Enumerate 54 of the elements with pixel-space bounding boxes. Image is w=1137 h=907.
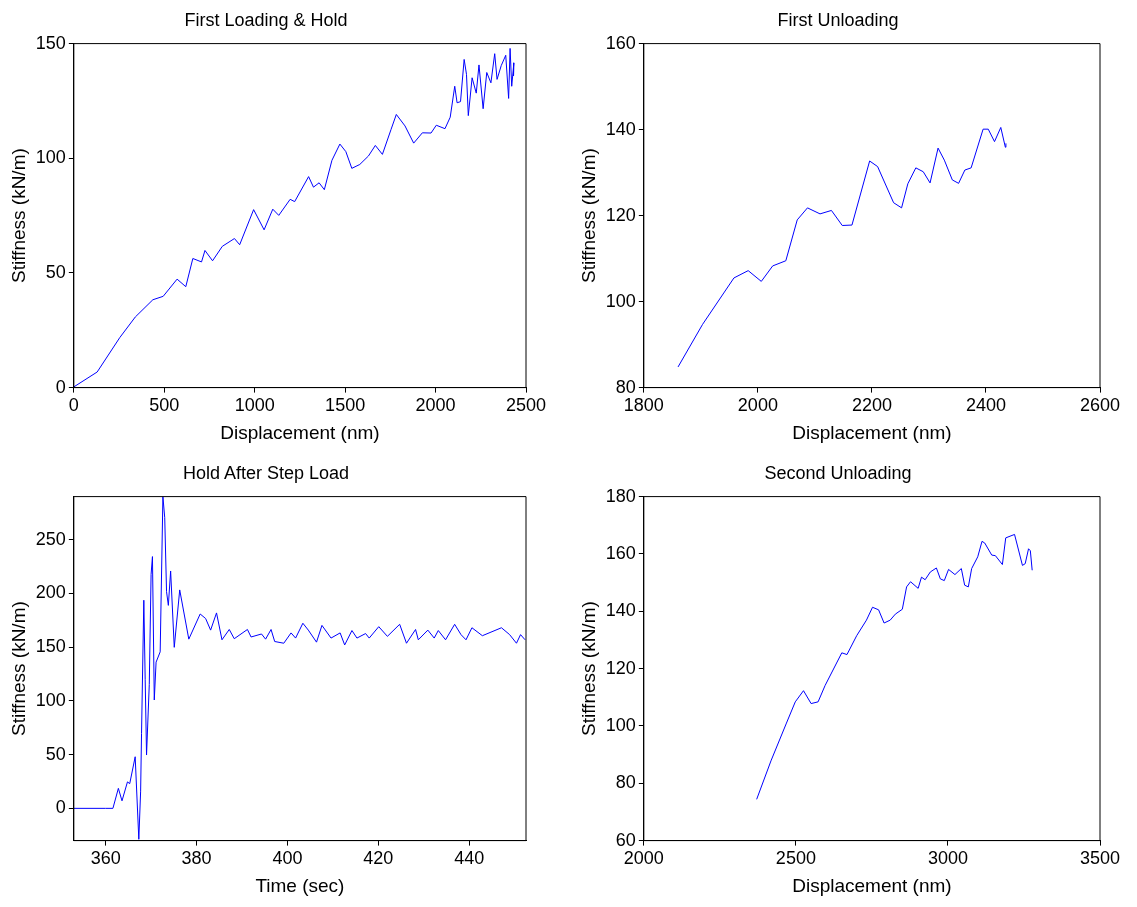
x-axis-title: Displacement (nm) xyxy=(220,421,380,443)
chart-title: First Loading & Hold xyxy=(184,9,348,30)
x-tick-label: 500 xyxy=(149,395,180,416)
y-tick-label: 80 xyxy=(615,772,636,793)
x-tick-label: 1000 xyxy=(234,395,275,416)
y-tick-label: 50 xyxy=(45,743,66,764)
y-tick-label: 140 xyxy=(605,600,636,621)
x-tick-label: 2000 xyxy=(623,848,664,869)
y-axis-title: Stiffness (kN/m) xyxy=(577,148,599,283)
y-tick-label: 150 xyxy=(35,32,66,53)
x-tick-label: 3500 xyxy=(1079,848,1121,869)
y-tick-label: 0 xyxy=(55,797,66,818)
y-tick-label: 100 xyxy=(35,147,66,168)
x-tick-label: 3000 xyxy=(927,848,968,869)
x-tick-label: 1800 xyxy=(623,395,664,416)
y-tick-label: 100 xyxy=(35,689,66,710)
x-tick-label: 440 xyxy=(454,848,485,869)
x-axis-title: Time (sec) xyxy=(255,874,345,896)
x-tick-label: 2000 xyxy=(737,395,778,416)
y-tick-label: 150 xyxy=(35,636,66,657)
y-tick-label: 180 xyxy=(605,485,636,506)
y-tick-label: 0 xyxy=(55,376,66,397)
x-axis-title: Displacement (nm) xyxy=(792,421,952,443)
y-tick-label: 100 xyxy=(605,714,636,735)
x-axis-title: Displacement (nm) xyxy=(792,874,952,896)
y-tick-label: 50 xyxy=(45,261,66,282)
y-tick-label: 60 xyxy=(615,829,636,850)
x-tick-label: 400 xyxy=(272,848,303,869)
x-tick-label: 380 xyxy=(181,848,212,869)
y-tick-label: 120 xyxy=(605,657,636,678)
x-tick-label: 2000 xyxy=(415,395,456,416)
x-tick-label: 420 xyxy=(363,848,394,869)
chart-title: First Unloading xyxy=(777,9,899,30)
y-tick-label: 160 xyxy=(605,542,636,563)
y-axis-title: Stiffness (kN/m) xyxy=(577,601,599,736)
y-tick-label: 200 xyxy=(35,582,66,603)
y-tick-label: 250 xyxy=(35,528,66,549)
y-axis-title: Stiffness (kN/m) xyxy=(7,601,29,736)
y-tick-label: 100 xyxy=(605,290,636,311)
x-tick-label: 2600 xyxy=(1079,395,1121,416)
x-tick-label: 2500 xyxy=(775,848,816,869)
y-axis-title: Stiffness (kN/m) xyxy=(7,148,29,283)
x-tick-label: 2200 xyxy=(851,395,892,416)
chart-title: Second Unloading xyxy=(764,462,912,483)
y-tick-label: 160 xyxy=(605,32,636,53)
chart-title: Hold After Step Load xyxy=(182,462,350,483)
x-tick-label: 2400 xyxy=(965,395,1006,416)
x-tick-label: 0 xyxy=(68,395,79,416)
y-tick-label: 140 xyxy=(605,118,636,139)
y-tick-label: 80 xyxy=(615,376,636,397)
x-tick-label: 360 xyxy=(90,848,121,869)
x-tick-label: 2500 xyxy=(505,395,547,416)
x-tick-label: 1500 xyxy=(325,395,366,416)
y-tick-label: 120 xyxy=(605,204,636,225)
